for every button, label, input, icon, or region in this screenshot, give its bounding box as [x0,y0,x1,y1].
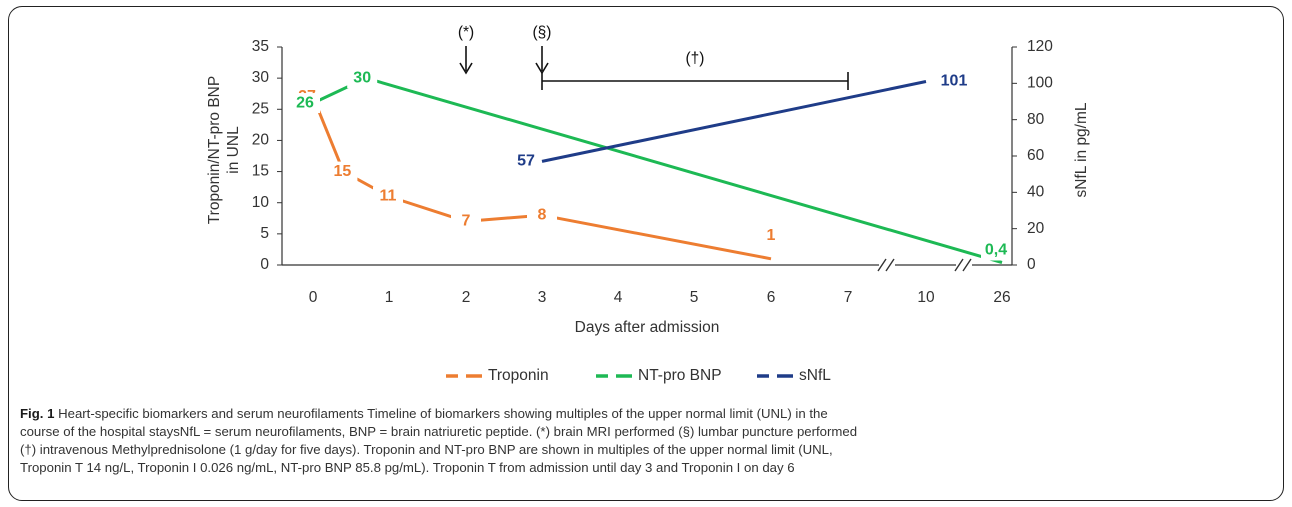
caption-line-3: (†) intravenous Methylprednisolone (1 g/… [20,442,833,457]
y-tick-label-right: 40 [1027,183,1045,200]
y-tick-label-left: 5 [260,225,269,242]
data-label-bg [981,240,1011,261]
data-label: 57 [517,153,535,170]
data-label-bg [511,151,541,172]
axis-break-mark [877,258,887,272]
y-tick-label-left: 25 [252,100,269,117]
series-line-troponin [311,96,772,261]
y-axis-title-left-line: Troponin/NT-pro BNP [206,76,223,224]
annotation-label: (*) [458,24,474,41]
y-axis-title-left: Troponin/NT-pro BNP in UNL [206,76,242,224]
x-tick-label: 5 [690,289,699,306]
y-tick-label-right: 20 [1027,220,1045,237]
legend-entry: sNfL [799,367,831,384]
x-tick-label: 3 [538,289,547,306]
data-label-bg [327,161,358,182]
data-label-bg [373,186,403,207]
series-line-nt-pro-bnp [312,76,1003,264]
y-tick-label-left: 15 [252,163,269,180]
caption-line-1: Fig. 1 Heart-specific biomarkers and ser… [20,405,1260,423]
biomarker-chart: 0 5 10 15 20 25 30 35 0 20 40 60 80 100 120 0 1 2 3 4 5 6 7 10 2… [206,24,1090,384]
x-tick-label: 1 [385,289,394,306]
y-tick-label-left: 0 [260,256,269,273]
y-tick-label-right: 60 [1027,147,1045,164]
data-label: 11 [380,188,397,205]
annotation-label: (§) [533,24,552,41]
y-tick-label-right: 120 [1027,38,1053,55]
y-tick-label-right: 100 [1027,74,1053,91]
data-label: 30 [353,69,371,86]
data-label-bg [290,93,320,114]
data-label: 8 [538,206,547,223]
axis-break-mark [885,258,895,272]
data-label-bg [347,68,378,89]
caption-line-1-text: Heart-specific biomarkers and serum neur… [54,406,828,421]
y-tick-label-right: 80 [1027,111,1045,128]
legend-entry: NT-pro BNP [638,367,722,384]
y-tick-label-right: 0 [1027,256,1036,273]
figure-caption: Fig. 1 Heart-specific biomarkers and ser… [20,405,1260,477]
data-label-bg [756,225,786,246]
y-axis-title-right: sNfL in pg/mL [1073,102,1090,197]
y-tick-label-left: 35 [252,38,269,55]
x-tick-label: 10 [917,289,935,306]
y-tick-label-left: 30 [252,69,270,86]
data-label-bg [451,211,481,232]
annotation-label: (†) [686,50,705,67]
axis-break-gap [956,257,972,273]
caption-label: Fig. 1 [20,406,55,421]
caption-line-4: Troponin T 14 ng/L, Troponin I 0.026 ng/… [20,460,795,475]
data-label: 7 [462,213,471,230]
data-label: 26 [296,94,314,111]
x-axis-title: Days after admission [575,319,720,336]
axis-break-mark [962,258,972,272]
x-tick-label: 0 [309,289,318,306]
data-label: 101 [941,73,968,90]
x-tick-label: 26 [993,289,1010,306]
figure-frame [8,6,1284,501]
y-tick-label-left: 10 [252,194,270,211]
y-axis-title-left-line: in UNL [225,126,242,174]
legend-entry: Troponin [488,367,549,384]
data-label-bg [939,71,969,92]
x-tick-label: 2 [462,289,471,306]
data-label: 0,4 [985,242,1007,259]
y-tick-label-left: 20 [252,132,270,149]
data-label-bg [527,205,557,226]
series-line-snfl [541,80,927,163]
caption-line-2: course of the hospital staysNfL = serum … [20,424,858,439]
x-tick-label: 4 [614,289,623,306]
x-tick-label: 6 [767,289,776,306]
annotation-arrow-head [459,62,473,75]
data-label: 15 [334,163,352,180]
axis-break-mark [954,258,964,272]
axis-break-gap [879,257,895,273]
x-tick-label: 7 [844,289,853,306]
data-label: 1 [767,227,776,244]
